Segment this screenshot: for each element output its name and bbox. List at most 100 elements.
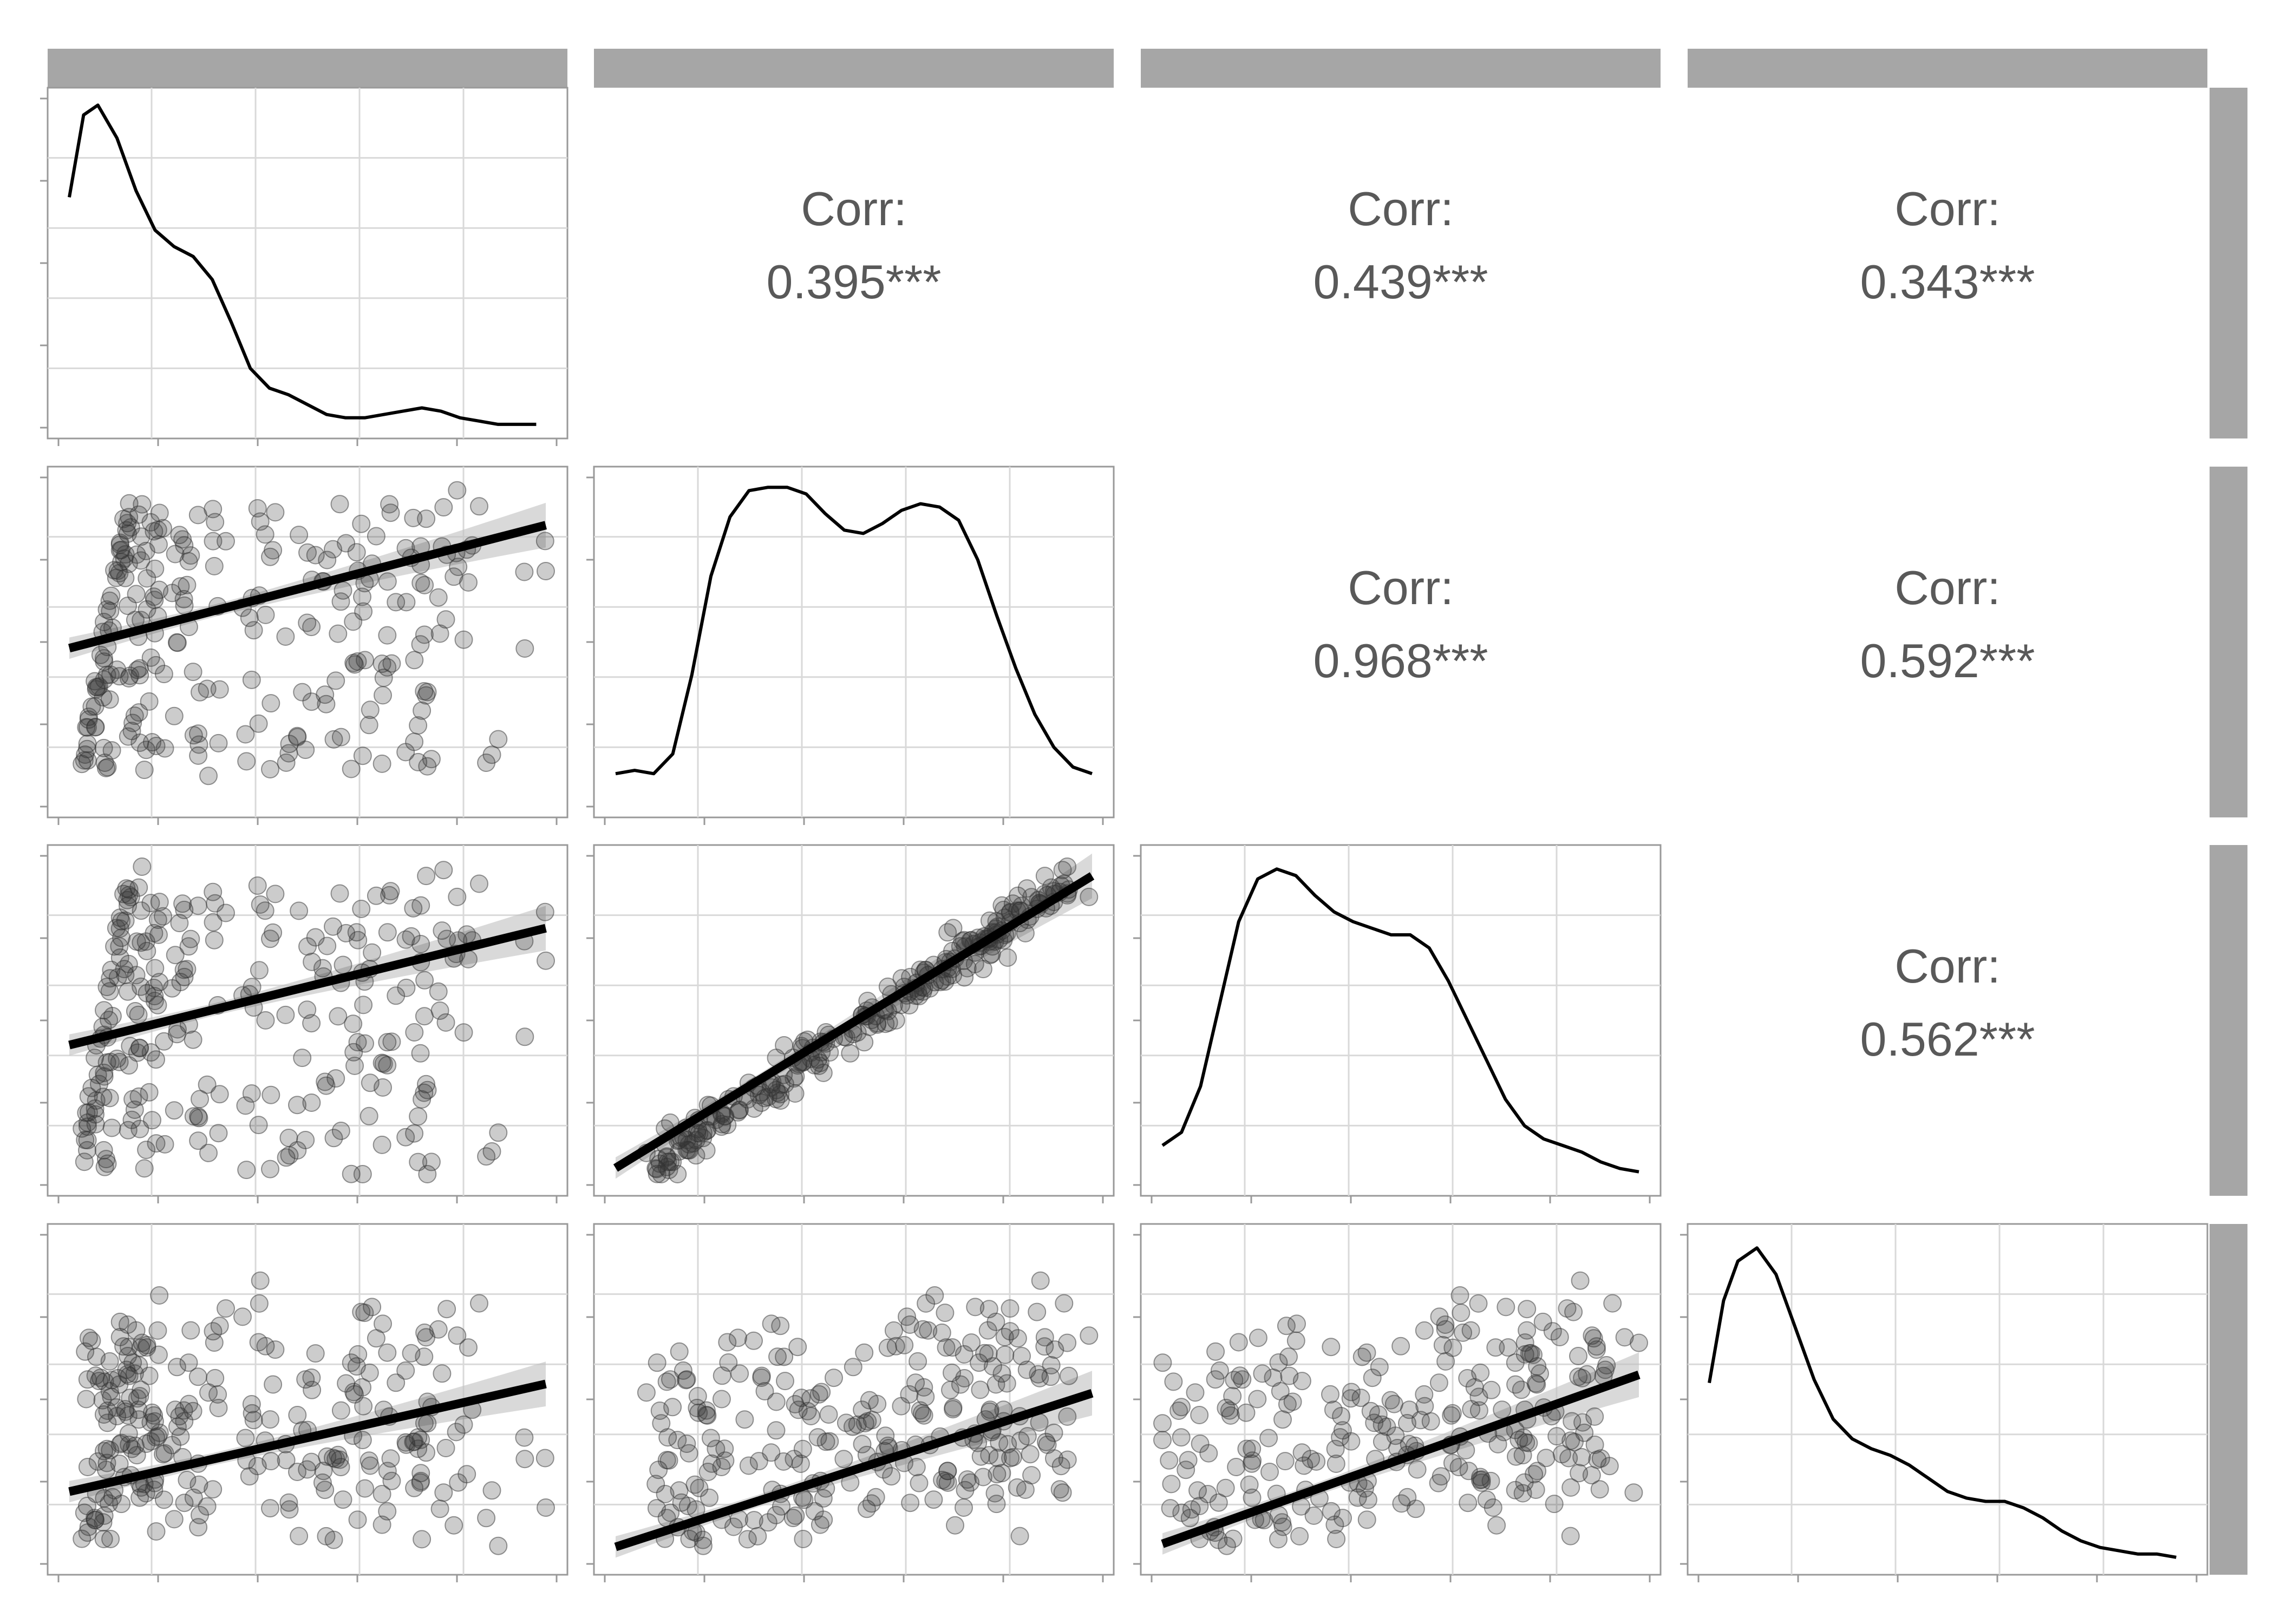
scatter-point	[112, 928, 131, 947]
scatter-point	[1179, 1451, 1198, 1470]
scatter-point	[88, 1065, 107, 1084]
scatter-point	[1322, 1338, 1341, 1357]
scatter-point	[1008, 1329, 1027, 1348]
scatter-point	[1459, 1494, 1478, 1512]
scatter-point	[449, 558, 468, 577]
scatter-point	[1332, 1407, 1351, 1425]
scatter-point	[119, 597, 137, 615]
scatter-point	[1487, 1516, 1506, 1535]
scatter-point	[1528, 1462, 1547, 1481]
scatter-point	[334, 955, 352, 974]
scatter-point	[137, 741, 156, 759]
scatter-point	[277, 753, 296, 772]
panel-r2-c2	[586, 466, 1115, 825]
scatter-point	[345, 655, 364, 674]
scatter-point	[240, 608, 259, 627]
scatter-point	[256, 525, 275, 544]
scatter-point	[88, 1452, 107, 1471]
scatter-point	[853, 1435, 872, 1453]
scatter-point	[879, 1436, 897, 1455]
scatter-point	[150, 1286, 169, 1305]
scatter-point	[413, 1090, 432, 1109]
scatter-point	[411, 935, 430, 953]
scatter-point	[114, 1337, 133, 1356]
scatter-point	[1016, 1481, 1035, 1499]
scatter-point	[162, 1436, 181, 1455]
scatter-point	[413, 1530, 432, 1549]
scatter-point	[86, 1049, 104, 1068]
scatter-point	[360, 1363, 379, 1382]
scatter-point	[293, 1049, 312, 1068]
scatter-point	[100, 690, 119, 709]
scatter-point	[1506, 1481, 1525, 1499]
scatter-point	[1341, 1389, 1360, 1408]
scatter-point	[100, 1089, 119, 1108]
scatter-point	[381, 1449, 400, 1468]
scatter-point	[1545, 1495, 1564, 1514]
scatter-point	[181, 546, 200, 565]
scatter-point	[119, 1406, 138, 1425]
scatter-point	[1172, 1398, 1191, 1417]
scatter-point	[1206, 1342, 1225, 1361]
scatter-point	[418, 757, 437, 776]
scatter-point	[409, 1152, 428, 1171]
scatter-point	[337, 1374, 356, 1393]
scatter-point	[100, 1352, 119, 1371]
scatter-point	[515, 1027, 534, 1046]
scatter-point	[1182, 1500, 1201, 1519]
scatter-point	[1561, 1478, 1580, 1497]
scatter-point	[415, 575, 434, 594]
scatter-point	[145, 1481, 164, 1499]
scatter-point	[1295, 1456, 1314, 1475]
scatter-point	[154, 1490, 173, 1509]
scatter-point	[413, 701, 432, 720]
scatter-point	[992, 896, 1011, 915]
scatter-point	[1421, 1412, 1440, 1431]
regression-line	[1161, 1371, 1641, 1548]
corr-prefix-r2-c3: Corr:	[1348, 561, 1454, 614]
scatter-point	[409, 1107, 428, 1126]
scatter-point	[168, 1417, 187, 1436]
scatter-point	[535, 532, 554, 551]
scatter-point	[962, 1333, 981, 1352]
scatter-point	[352, 514, 371, 533]
scatter-point	[657, 1147, 676, 1166]
panel-frame	[1140, 844, 1662, 1197]
scatter-point	[181, 1321, 200, 1340]
scatter-point	[290, 901, 309, 920]
scatter-point	[1408, 1460, 1427, 1479]
regression-line	[613, 872, 1095, 1172]
corr-prefix-r2-c4: Corr:	[1894, 561, 2001, 614]
scatter-point	[1526, 1374, 1545, 1393]
right-strip-labels	[2210, 88, 2247, 1575]
scatter-point	[943, 1338, 962, 1357]
scatter-point	[316, 1481, 335, 1499]
scatter-point	[117, 1360, 136, 1379]
scatter-point	[1561, 1527, 1580, 1546]
scatter-point	[326, 1069, 345, 1088]
scatter-point	[537, 562, 555, 580]
scatter-point	[378, 1502, 397, 1521]
scatter-point	[95, 1001, 113, 1020]
scatter-point	[415, 625, 434, 644]
scatter-point	[1391, 1337, 1410, 1355]
scatter-point	[786, 1506, 805, 1525]
scatter-point	[637, 1383, 656, 1402]
scatter-point	[101, 1530, 120, 1548]
scatter-point	[698, 1406, 717, 1425]
scatter-point	[363, 1298, 382, 1317]
panel-r3-c3	[1133, 844, 1662, 1203]
scatter-point	[184, 663, 202, 682]
scatter-point	[1531, 1364, 1549, 1383]
right-strip-1	[2210, 88, 2247, 438]
scatter-point	[698, 1121, 717, 1140]
scatter-point	[1080, 887, 1099, 906]
scatter-point	[1253, 1364, 1272, 1383]
scatter-point	[387, 986, 406, 1005]
scatter-point	[233, 1307, 252, 1326]
scatter-point	[342, 1164, 361, 1183]
scatter-point	[256, 901, 275, 920]
scatter-point	[1035, 867, 1054, 886]
scatter-point	[805, 1502, 824, 1521]
scatter-point	[970, 1353, 988, 1372]
